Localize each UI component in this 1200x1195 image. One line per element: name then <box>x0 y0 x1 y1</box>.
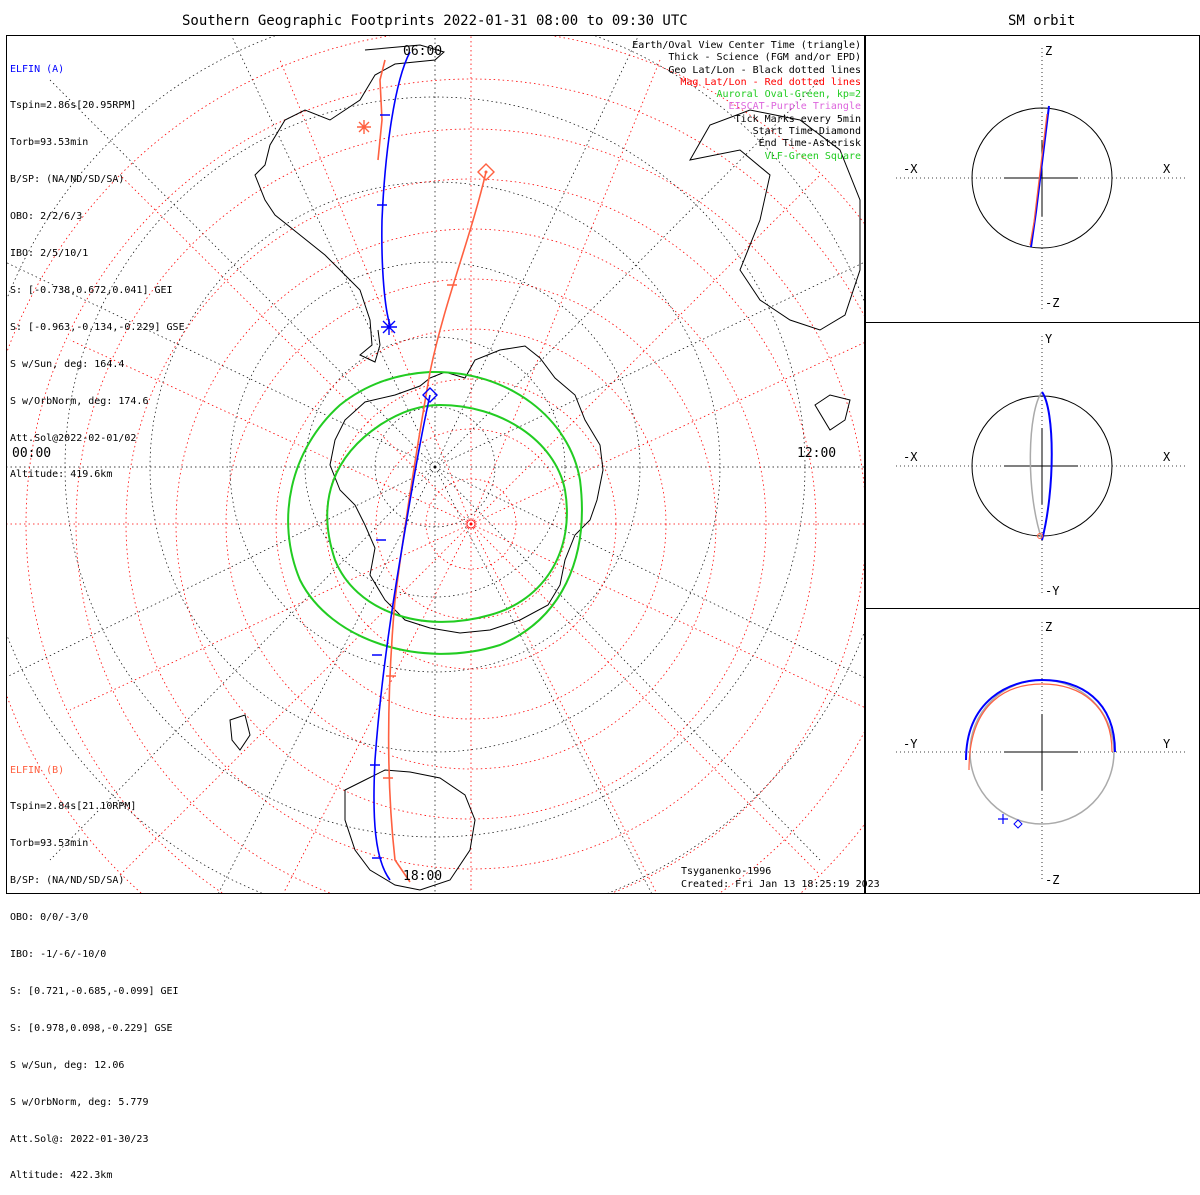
elfin-a-line: S: [-0.738,0.672,0.041] GEI <box>10 284 173 296</box>
elfin-b-line: Torb=93.53min <box>10 838 89 850</box>
elfin-a-line: S w/OrbNorm, deg: 174.6 <box>10 395 149 407</box>
elfin-a-line: S: [-0.963,-0.134,-0.229] GSE <box>10 321 185 333</box>
map-label-top: 06:00 <box>403 44 443 59</box>
elfin-a-line: Altitude: 419.6km <box>10 469 113 481</box>
legend-item: EISCAT-Purple Triangle <box>728 101 861 113</box>
elfin-b-tick-marks <box>383 284 457 779</box>
elfin-a-trajectory <box>373 51 431 881</box>
legend-item: Mag Lat/Lon - Red dotted lines <box>680 76 861 88</box>
auroral-oval-outer <box>287 370 583 655</box>
markers <box>357 114 495 859</box>
geo-grid <box>7 36 864 893</box>
elfin-a-line: B/SP: (NA/ND/SD/SA) <box>10 174 125 186</box>
elfin-a-line: OBO: 2/2/6/3 <box>10 211 83 223</box>
antarctica-coast <box>329 345 604 634</box>
sm-p1-top: Z <box>1045 44 1053 58</box>
legend-item: Earth/Oval View Center Time (triangle) <box>632 40 861 51</box>
elfin-b-line: S: [0.721,-0.685,-0.099] GEI <box>10 985 179 997</box>
sm-panel-xy <box>896 336 1186 596</box>
map-frame <box>6 35 865 894</box>
auroral-ovals <box>287 370 583 655</box>
legend-item: Thick - Science (FGM and/or EPD) <box>668 52 861 64</box>
legend-item: Tick Marks every 5min <box>734 113 861 125</box>
sm-orbit-title: SM orbit <box>1008 13 1076 29</box>
auroral-oval-inner <box>326 403 568 623</box>
sm-panel-yz <box>896 622 1186 882</box>
elfin-b-end-asterisk <box>357 120 371 134</box>
south-america-coast <box>254 44 446 363</box>
elfin-a-info: ELFIN (A) Tspin=2.86s[20.95RPM] Torb=93.… <box>10 39 185 494</box>
elfin-a-tick-marks <box>370 114 390 859</box>
madagascar-coast <box>229 714 251 751</box>
legend-item: VLF-Green Square <box>764 150 861 162</box>
created-date: Created: Fri Jan 13 18:25:19 2023 <box>681 878 880 890</box>
elfin-b-line: S w/OrbNorm, deg: 5.779 <box>10 1096 149 1108</box>
elfin-a-line: IBO: 2/5/10/1 <box>10 248 89 260</box>
sm-p1-right: X <box>1163 162 1171 176</box>
plot-canvas <box>7 36 1186 893</box>
elfin-b-line: Att.Sol@: 2022-01-30/23 <box>10 1133 149 1145</box>
credits: Tsyganenko-1996 Created: Fri Jan 13 18:2… <box>681 866 880 891</box>
elfin-b-info: ELFIN (B) Tspin=2.84s[21.10RPM] Torb=93.… <box>10 740 179 1195</box>
elfin-a-label: ELFIN (A) <box>10 63 65 75</box>
elfin-a-start-diamond <box>422 387 438 403</box>
australia-coast <box>689 109 861 331</box>
elfin-b-line: Tspin=2.84s[21.10RPM] <box>10 801 137 813</box>
sm-p2-top: Y <box>1045 332 1053 346</box>
elfin-a-line: Tspin=2.86s[20.95RPM] <box>10 100 137 112</box>
legend: Earth/Oval View Center Time (triangle) T… <box>632 40 861 163</box>
legend-item: Start Time-Diamond <box>752 126 861 138</box>
map-label-bottom: 18:00 <box>403 869 443 884</box>
sm-p2-bottom: -Y <box>1045 584 1060 598</box>
elfin-b-label: ELFIN (B) <box>10 764 65 776</box>
coastlines <box>229 44 861 891</box>
africa-coast <box>344 769 476 891</box>
elfin-b-line: IBO: -1/-6/-10/0 <box>10 949 107 961</box>
legend-item: End Time-Asterisk <box>758 138 861 150</box>
sm-p3-left: -Y <box>903 737 918 751</box>
map-title: Southern Geographic Footprints 2022-01-3… <box>182 13 688 29</box>
sm-panel-xz <box>896 48 1186 310</box>
elfin-b-line: Altitude: 422.3km <box>10 1170 113 1182</box>
sm-p3-right: Y <box>1163 737 1171 751</box>
elfin-a-end-asterisk <box>381 319 397 335</box>
sm-p2-left: -X <box>903 450 918 464</box>
elfin-b-trajectory <box>377 59 488 883</box>
map-label-left: 00:00 <box>12 446 52 461</box>
elfin-b-line: OBO: 0/0/-3/0 <box>10 912 89 924</box>
elfin-a-line: Torb=93.53min <box>10 137 89 149</box>
sm-p1-left: -X <box>903 162 918 176</box>
model-name: Tsyganenko-1996 <box>681 866 772 877</box>
elfin-a-line: Att.Sol@2022-02-01/02 <box>10 432 137 444</box>
sm-p2-right: X <box>1163 450 1171 464</box>
elfin-a-line: S w/Sun, deg: 164.4 <box>10 358 125 370</box>
elfin-b-line: B/SP: (NA/ND/SD/SA) <box>10 875 125 887</box>
elfin-b-start-diamond <box>477 163 495 181</box>
sm-p1-bottom: -Z <box>1045 296 1060 310</box>
legend-item: Auroral Oval-Green, kp=2 <box>716 89 862 101</box>
elfin-b-line: S: [0.978,0.098,-0.229] GSE <box>10 1022 173 1034</box>
elfin-b-line: S w/Sun, deg: 12.06 <box>10 1059 125 1071</box>
map-label-right: 12:00 <box>797 446 837 461</box>
sm-p3-bottom: -Z <box>1045 873 1060 887</box>
new-zealand-coast <box>814 394 851 431</box>
legend-item: Geo Lat/Lon - Black dotted lines <box>668 64 861 76</box>
sm-p3-top: Z <box>1045 620 1053 634</box>
